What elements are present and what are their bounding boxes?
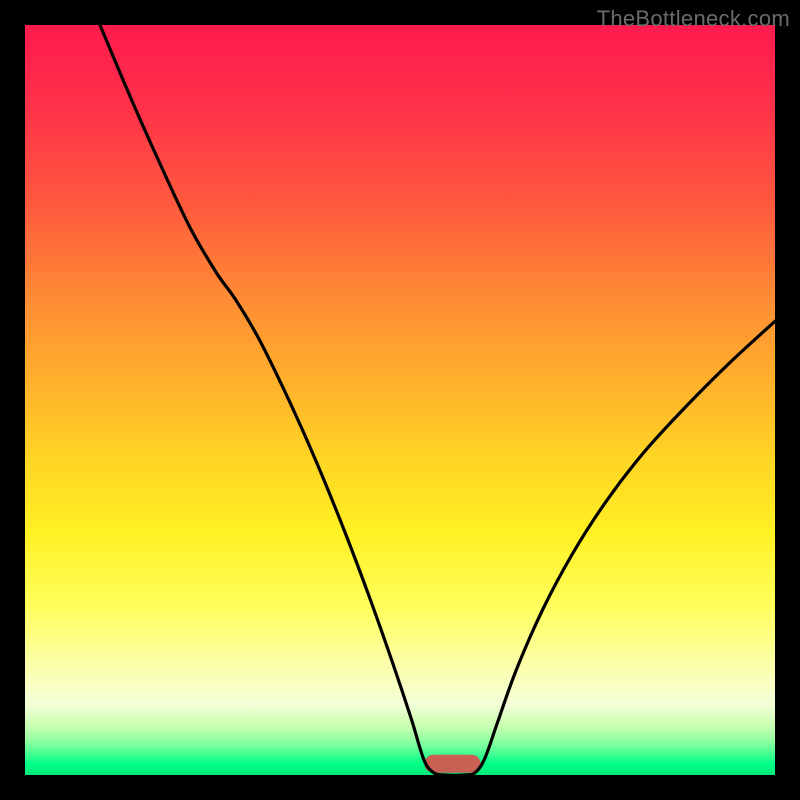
bottleneck-curve-chart [25,25,775,775]
plot-area [25,25,775,775]
optimum-marker [424,755,480,773]
watermark-text: TheBottleneck.com [597,6,790,32]
chart-frame: TheBottleneck.com [0,0,800,800]
gradient-background [25,25,775,775]
